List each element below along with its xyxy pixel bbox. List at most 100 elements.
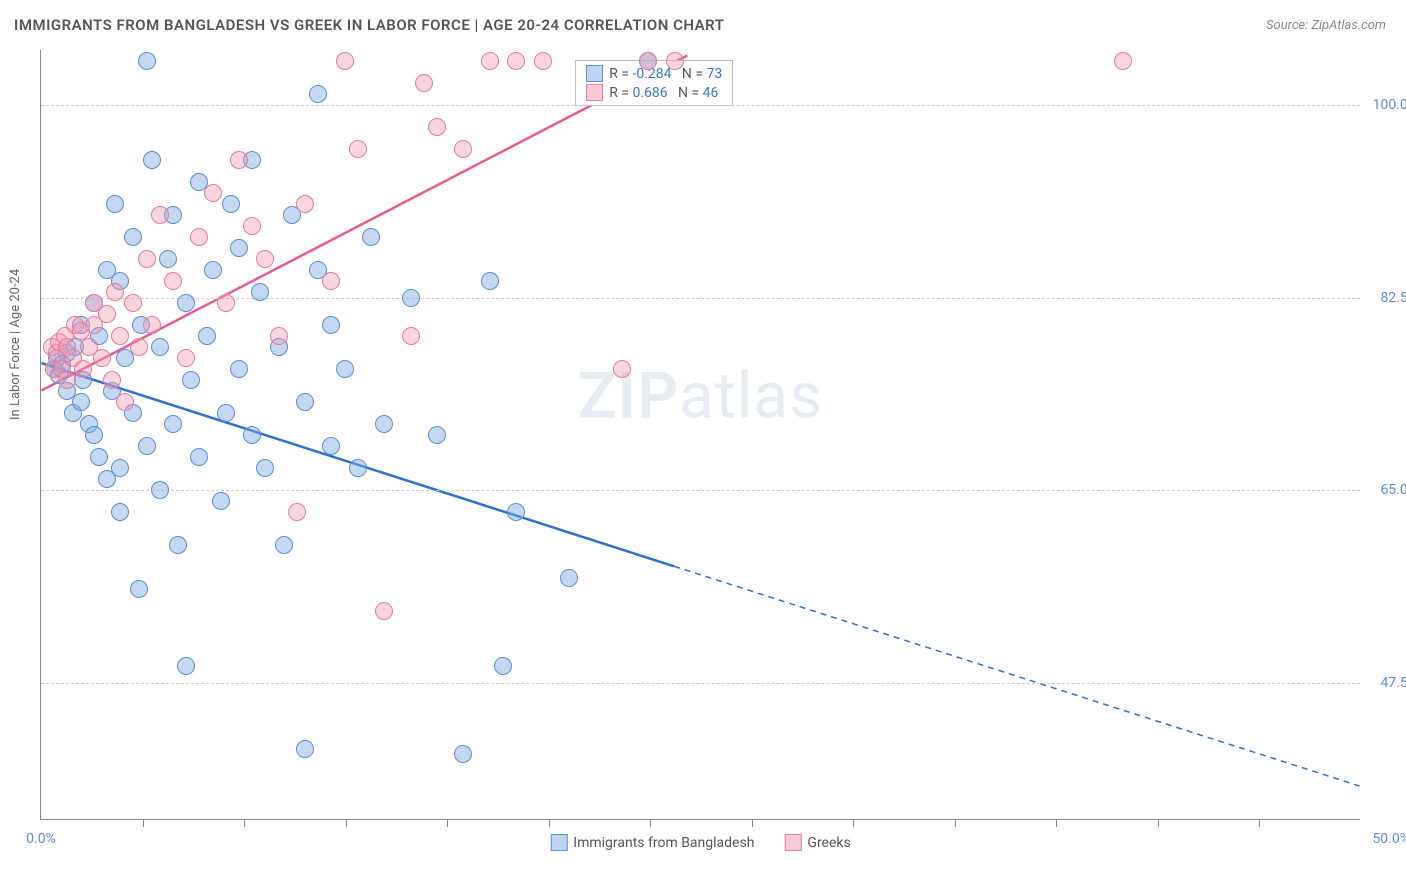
data-point [124, 228, 142, 246]
data-point [151, 338, 169, 356]
data-point [362, 228, 380, 246]
data-point [296, 393, 314, 411]
legend-row: R = 0.686 N = 46 [586, 84, 722, 101]
data-point [322, 316, 340, 334]
x-tick [1158, 819, 1159, 827]
data-point [322, 272, 340, 290]
data-point [507, 503, 525, 521]
data-point [169, 536, 187, 554]
data-point [309, 85, 327, 103]
data-point [103, 371, 121, 389]
data-point [454, 140, 472, 158]
data-point [428, 426, 446, 444]
gridline [41, 683, 1360, 684]
data-point [639, 52, 657, 70]
data-point [93, 349, 111, 367]
data-point [111, 327, 129, 345]
data-point [116, 393, 134, 411]
data-point [143, 316, 161, 334]
x-tick [549, 819, 550, 827]
data-point [138, 250, 156, 268]
data-point [534, 52, 552, 70]
data-point [256, 250, 274, 268]
x-tick [1056, 819, 1057, 827]
gridline [41, 490, 1360, 491]
chart-title: IMMIGRANTS FROM BANGLADESH VS GREEK IN L… [14, 16, 724, 34]
data-point [322, 437, 340, 455]
data-point [177, 349, 195, 367]
swatch [586, 65, 603, 82]
data-point [138, 52, 156, 70]
data-point [190, 228, 208, 246]
y-tick-label: 100.0% [1373, 97, 1406, 113]
data-point [190, 448, 208, 466]
data-point [296, 195, 314, 213]
data-point [375, 415, 393, 433]
data-point [130, 338, 148, 356]
data-point [402, 289, 420, 307]
data-point [111, 503, 129, 521]
scatter-plot: ZIPatlas R = -0.284 N = 73R = 0.686 N = … [40, 50, 1360, 820]
data-point [349, 140, 367, 158]
data-point [204, 261, 222, 279]
data-point [164, 272, 182, 290]
series-legend: Immigrants from Bangladesh Greeks [550, 834, 850, 851]
data-point [98, 305, 116, 323]
data-point [106, 195, 124, 213]
data-point [349, 459, 367, 477]
x-tick [752, 819, 753, 827]
data-point [494, 657, 512, 675]
data-point [159, 250, 177, 268]
data-point [72, 393, 90, 411]
data-point [666, 52, 684, 70]
data-point [256, 459, 274, 477]
x-tick [447, 819, 448, 827]
data-point [560, 569, 578, 587]
data-point [1114, 52, 1132, 70]
x-tick-label: 0.0% [26, 831, 56, 847]
data-point [336, 360, 354, 378]
legend-stats: R = -0.284 N = 73 [609, 66, 722, 82]
data-point [230, 239, 248, 257]
data-point [336, 52, 354, 70]
data-point [204, 184, 222, 202]
x-tick [1259, 819, 1260, 827]
data-point [288, 503, 306, 521]
data-point [106, 283, 124, 301]
data-point [85, 426, 103, 444]
data-point [177, 294, 195, 312]
data-point [251, 283, 269, 301]
data-point [164, 415, 182, 433]
data-point [182, 371, 200, 389]
data-point [243, 217, 261, 235]
x-tick [955, 819, 956, 827]
data-point [198, 327, 216, 345]
x-tick [244, 819, 245, 827]
data-point [230, 151, 248, 169]
data-point [177, 657, 195, 675]
data-point [151, 481, 169, 499]
data-point [222, 195, 240, 213]
y-tick-label: 82.5% [1380, 290, 1406, 306]
data-point [402, 327, 420, 345]
gridline [41, 105, 1360, 106]
data-point [230, 360, 248, 378]
legend-stats: R = 0.686 N = 46 [609, 85, 718, 101]
data-point [111, 459, 129, 477]
x-tick [143, 819, 144, 827]
x-tick [650, 819, 651, 827]
data-point [124, 294, 142, 312]
data-point [58, 371, 76, 389]
data-point [243, 426, 261, 444]
data-point [481, 272, 499, 290]
legend-item-greeks: Greeks [784, 834, 850, 851]
source-attribution: Source: ZipAtlas.com [1266, 18, 1386, 33]
data-point [454, 745, 472, 763]
data-point [296, 740, 314, 758]
y-tick-label: 65.0% [1380, 482, 1406, 498]
data-point [217, 294, 235, 312]
data-point [90, 448, 108, 466]
data-point [481, 52, 499, 70]
data-point [415, 74, 433, 92]
data-point [375, 602, 393, 620]
